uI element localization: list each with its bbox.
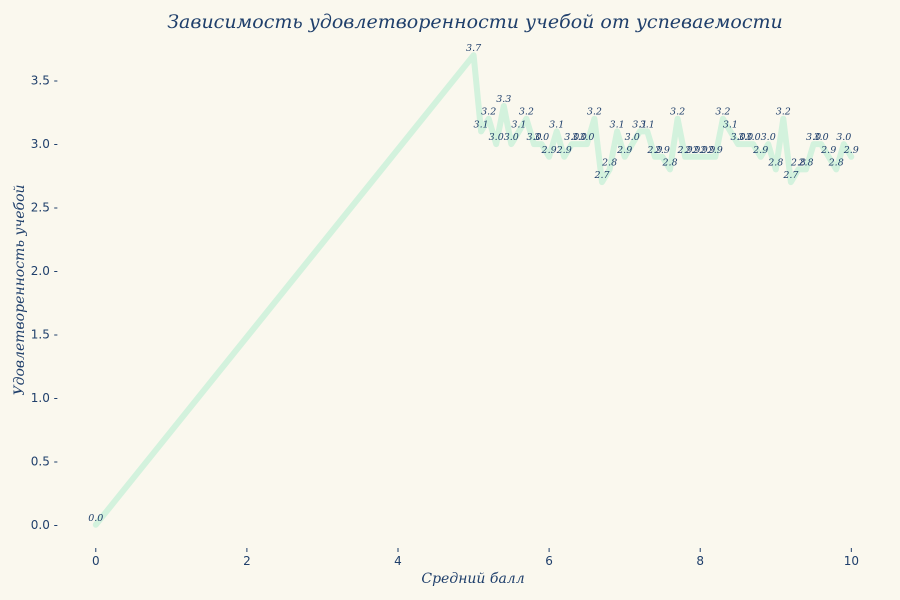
x-tick-label: 6 (545, 554, 553, 568)
data-label: 2.8 (828, 157, 844, 168)
data-label: 2.9 (843, 145, 859, 156)
data-label: 3.0 (489, 132, 504, 143)
data-label-layer: 0.03.73.13.23.03.33.03.13.23.03.02.93.12… (88, 43, 859, 524)
data-label: 2.8 (797, 157, 813, 168)
data-label: 3.0 (625, 132, 640, 143)
data-label: 3.0 (730, 132, 745, 143)
x-tick-label: 10 (844, 554, 859, 568)
data-label: 3.0 (504, 132, 519, 143)
y-axis-label: Удовлетворенность учебой (12, 184, 28, 395)
data-label: 2.9 (556, 145, 572, 156)
data-label: 2.7 (782, 170, 799, 181)
data-label: 3.0 (806, 132, 821, 143)
data-label: 3.3 (496, 94, 511, 105)
data-label: 3.0 (814, 132, 829, 143)
data-label: 3.0 (572, 132, 587, 143)
y-tick-label: 2.0 - (31, 264, 58, 278)
data-label: 3.0 (761, 132, 776, 143)
y-tick-label: 0.5 - (31, 454, 58, 468)
data-label: 2.9 (699, 145, 715, 156)
data-label: 2.9 (684, 145, 700, 156)
y-tick-label: 3.0 - (31, 137, 58, 151)
data-label: 3.1 (474, 119, 489, 130)
data-label: 3.1 (723, 119, 738, 130)
data-label: 2.9 (692, 145, 708, 156)
data-label: 3.0 (564, 132, 579, 143)
data-label: 3.2 (776, 107, 791, 118)
data-label: 3.0 (836, 132, 851, 143)
data-label: 3.2 (715, 107, 730, 118)
data-label: 2.9 (707, 145, 723, 156)
data-label: 3.1 (610, 119, 625, 130)
data-label: 3.0 (579, 132, 594, 143)
data-label: 3.1 (640, 119, 655, 130)
data-label: 2.9 (616, 145, 632, 156)
data-label: 3.2 (481, 107, 496, 118)
data-label: 3.2 (587, 107, 602, 118)
data-label: 3.2 (519, 107, 534, 118)
chart-title: Зависимость удовлетворенности учебой от … (167, 11, 783, 33)
y-tick-label: 0.0 - (31, 518, 58, 532)
data-label: 3.0 (738, 132, 753, 143)
data-label: 3.2 (670, 107, 685, 118)
data-label: 3.1 (511, 119, 526, 130)
data-label: 2.8 (601, 157, 617, 168)
data-label: 2.8 (790, 157, 806, 168)
data-label: 2.9 (541, 145, 557, 156)
data-label: 2.9 (654, 145, 670, 156)
x-axis: 0 2 4 6 8 10 (92, 548, 859, 568)
data-label: 2.8 (767, 157, 783, 168)
data-label: 2.9 (752, 145, 768, 156)
data-label: 3.7 (466, 43, 482, 54)
x-axis-label: Средний балл (421, 571, 524, 587)
series-layer (92, 52, 855, 528)
y-axis: 0.0 - 0.5 - 1.0 - 1.5 - 2.0 - 2.5 - 3.0 - 3.5 - (31, 74, 58, 532)
x-tick-label: 0 (92, 554, 100, 568)
data-label: 0.0 (88, 513, 103, 524)
data-label: 3.0 (526, 132, 541, 143)
data-label: 3.0 (534, 132, 549, 143)
data-label: 3.1 (632, 119, 647, 130)
data-label: 2.9 (820, 145, 836, 156)
data-label: 2.9 (646, 145, 662, 156)
data-label: 3.0 (746, 132, 761, 143)
y-tick-label: 1.0 - (31, 391, 58, 405)
x-tick-label: 4 (394, 554, 402, 568)
series-line (92, 52, 855, 528)
data-label: 2.9 (677, 145, 693, 156)
y-tick-label: 2.5 - (31, 201, 58, 215)
y-tick-label: 3.5 - (31, 74, 58, 88)
data-label: 2.7 (593, 170, 610, 181)
y-tick-label: 1.5 - (31, 327, 58, 341)
data-label: 2.8 (661, 157, 677, 168)
data-label: 3.1 (549, 119, 564, 130)
x-tick-label: 2 (243, 554, 251, 568)
x-tick-label: 8 (696, 554, 704, 568)
